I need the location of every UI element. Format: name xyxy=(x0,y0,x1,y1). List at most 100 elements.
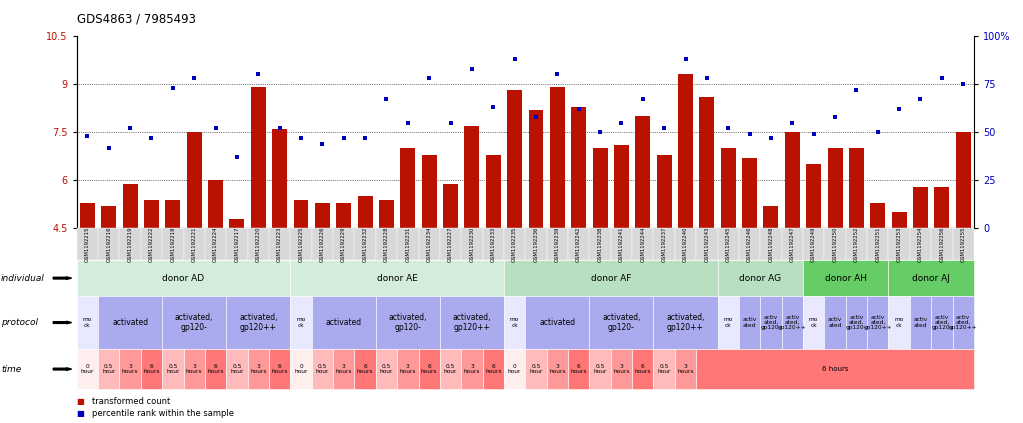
Text: GSM1192246: GSM1192246 xyxy=(747,227,752,262)
Point xyxy=(400,119,416,126)
Text: individual: individual xyxy=(1,274,45,283)
Text: GSM1192238: GSM1192238 xyxy=(597,227,603,262)
Text: activated,
gp120-: activated, gp120- xyxy=(175,313,214,332)
Text: activ
ated: activ ated xyxy=(828,317,842,328)
Text: 6
hours: 6 hours xyxy=(571,364,587,374)
Text: activated,
gp120++: activated, gp120++ xyxy=(239,313,277,332)
Bar xyxy=(871,203,885,228)
Point xyxy=(314,140,330,147)
Text: GSM1192234: GSM1192234 xyxy=(427,227,432,262)
Bar xyxy=(123,184,138,228)
Text: activated: activated xyxy=(539,318,575,327)
Text: activated: activated xyxy=(325,318,362,327)
Text: GSM1192252: GSM1192252 xyxy=(854,227,859,262)
Text: GSM1192218: GSM1192218 xyxy=(171,227,175,262)
Point xyxy=(785,119,801,126)
Point xyxy=(79,133,95,140)
Text: GSM1192236: GSM1192236 xyxy=(533,227,538,262)
Text: activ
ated,
gp120-: activ ated, gp120- xyxy=(932,315,952,330)
Text: activated: activated xyxy=(113,318,148,327)
Bar xyxy=(934,187,949,228)
Text: 0.5
hour: 0.5 hour xyxy=(316,364,329,374)
Bar xyxy=(80,203,95,228)
Bar xyxy=(892,212,906,228)
Text: donor AF: donor AF xyxy=(590,274,631,283)
Text: 3
hours: 3 hours xyxy=(463,364,480,374)
Point xyxy=(592,129,609,136)
Point xyxy=(122,125,138,132)
Bar xyxy=(849,148,863,228)
Text: 0.5
hour: 0.5 hour xyxy=(529,364,542,374)
Text: 6
hours: 6 hours xyxy=(271,364,287,374)
Bar xyxy=(294,200,309,228)
Text: 3
hours: 3 hours xyxy=(400,364,416,374)
Text: mo
ck: mo ck xyxy=(723,317,732,328)
Bar xyxy=(315,203,329,228)
Text: protocol: protocol xyxy=(1,318,38,327)
Text: 6
hours: 6 hours xyxy=(208,364,224,374)
Text: activated,
gp120-: activated, gp120- xyxy=(389,313,427,332)
Bar xyxy=(955,132,971,228)
Text: 6 hours: 6 hours xyxy=(821,366,848,372)
Point xyxy=(955,81,972,88)
Text: GSM1192245: GSM1192245 xyxy=(725,227,730,262)
Text: mo
ck: mo ck xyxy=(809,317,818,328)
Bar xyxy=(379,200,394,228)
Text: 3
hours: 3 hours xyxy=(677,364,694,374)
Text: 0.5
hour: 0.5 hour xyxy=(444,364,457,374)
Text: GSM1192237: GSM1192237 xyxy=(662,227,667,262)
Text: time: time xyxy=(1,365,21,374)
Text: GSM1192219: GSM1192219 xyxy=(128,227,133,262)
Bar xyxy=(443,184,458,228)
Point xyxy=(208,125,224,132)
Point xyxy=(848,86,864,93)
Point xyxy=(571,106,587,113)
Point xyxy=(442,119,458,126)
Bar xyxy=(507,91,522,228)
Text: GSM1192223: GSM1192223 xyxy=(277,227,282,262)
Point xyxy=(293,135,309,141)
Text: 3
hours: 3 hours xyxy=(122,364,138,374)
Text: 3
hours: 3 hours xyxy=(613,364,630,374)
Bar xyxy=(828,148,843,228)
Text: GSM1192249: GSM1192249 xyxy=(811,227,816,262)
Text: GSM1192255: GSM1192255 xyxy=(961,227,966,262)
Text: ■: ■ xyxy=(77,396,85,406)
Text: GSM1192231: GSM1192231 xyxy=(405,227,410,262)
Text: GSM1192220: GSM1192220 xyxy=(256,227,261,262)
Text: ■: ■ xyxy=(77,409,85,418)
Bar xyxy=(272,129,287,228)
Text: GSM1192244: GSM1192244 xyxy=(640,227,646,262)
Point xyxy=(463,65,480,72)
Text: GSM1192229: GSM1192229 xyxy=(342,227,346,262)
Text: transformed count: transformed count xyxy=(92,396,170,406)
Point xyxy=(934,75,950,82)
Bar xyxy=(101,206,117,228)
Text: 3
hours: 3 hours xyxy=(186,364,203,374)
Bar xyxy=(678,74,693,228)
Text: GSM1192232: GSM1192232 xyxy=(362,227,367,262)
Point xyxy=(827,113,843,120)
Point xyxy=(357,135,373,141)
Text: donor AH: donor AH xyxy=(825,274,866,283)
Text: 0
hour: 0 hour xyxy=(295,364,308,374)
Text: 6
hours: 6 hours xyxy=(143,364,160,374)
Text: activ
ated,
gp120-: activ ated, gp120- xyxy=(846,315,866,330)
Bar xyxy=(144,200,159,228)
Text: GSM1192224: GSM1192224 xyxy=(213,227,218,262)
Text: GSM1192216: GSM1192216 xyxy=(106,227,112,262)
Bar xyxy=(358,196,372,228)
Point xyxy=(485,104,501,110)
Text: GSM1192243: GSM1192243 xyxy=(705,227,709,262)
Text: GSM1192221: GSM1192221 xyxy=(191,227,196,262)
Text: 0
hour: 0 hour xyxy=(508,364,522,374)
Bar xyxy=(550,87,565,228)
Text: 3
hours: 3 hours xyxy=(336,364,352,374)
Point xyxy=(720,125,737,132)
Text: GDS4863 / 7985493: GDS4863 / 7985493 xyxy=(77,13,195,26)
Text: GSM1192242: GSM1192242 xyxy=(576,227,581,262)
Point xyxy=(891,106,907,113)
Text: 0.5
hour: 0.5 hour xyxy=(102,364,116,374)
Text: GSM1192256: GSM1192256 xyxy=(939,227,944,262)
Point xyxy=(870,129,886,136)
